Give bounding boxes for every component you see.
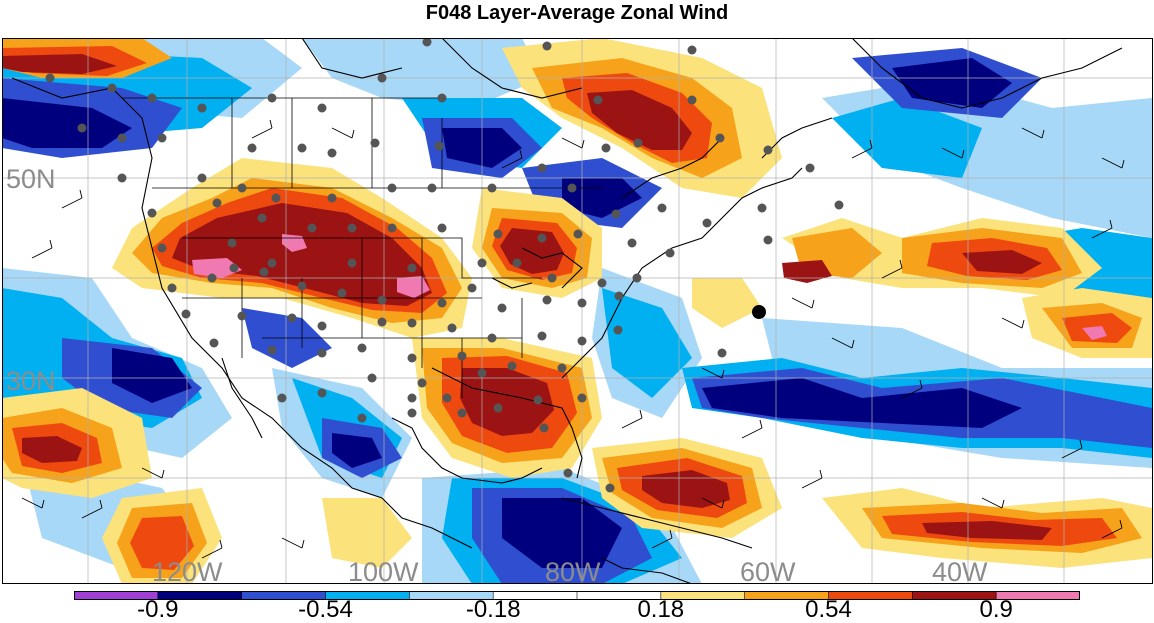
colorbar-tick-label: 0.54 xyxy=(805,596,852,623)
marker-dot xyxy=(752,305,766,319)
coastlines xyxy=(11,38,1123,584)
longitude-labels: 120W 100W 80W 60W 40W xyxy=(152,557,988,584)
station-dots xyxy=(45,38,844,493)
colorbar-tick-label: 0.9 xyxy=(979,596,1013,623)
map-title: F048 Layer-Average Zonal Wind xyxy=(425,2,729,24)
colorbar-segment xyxy=(828,591,913,600)
colorbar-tick-label: -0.54 xyxy=(298,596,353,623)
colorbar-tick-label: 0.18 xyxy=(637,596,685,623)
colorbar-segment xyxy=(577,591,662,600)
colorbar-segment xyxy=(660,591,746,600)
colorbar-segment xyxy=(157,591,243,600)
zonal-wind-map: 50N 30N 120W 100W 80W 60W 40W xyxy=(2,38,1153,584)
colorbar-segment xyxy=(912,591,997,600)
wind-barbs xyxy=(21,119,1125,559)
colorbar-segment xyxy=(996,591,1080,600)
colorbar-segment xyxy=(493,591,578,600)
colorbar-tick-label: -0.9 xyxy=(137,596,179,623)
colorbar-segment xyxy=(74,591,159,600)
lat-label: 50N xyxy=(6,164,56,194)
lon-label: 120W xyxy=(152,557,223,584)
lat-label: 30N xyxy=(6,366,56,396)
map-frame xyxy=(2,38,1153,584)
colorbar xyxy=(74,591,1080,600)
colorbar-segment xyxy=(325,591,410,600)
colorbar-segment xyxy=(409,591,494,600)
colorbar-segment xyxy=(744,591,829,600)
latitude-labels: 50N 30N xyxy=(6,164,56,396)
lon-label: 60W xyxy=(740,557,796,584)
lon-label: 40W xyxy=(932,557,988,584)
lon-label: 80W xyxy=(545,557,601,584)
colorbar-tick-label: -0.18 xyxy=(465,596,521,623)
lon-label: 100W xyxy=(348,557,419,584)
colorbar-tick-labels: -0.9 -0.54 -0.18 0.18 0.54 0.9 xyxy=(0,598,1154,622)
colorbar-segment xyxy=(241,591,326,600)
